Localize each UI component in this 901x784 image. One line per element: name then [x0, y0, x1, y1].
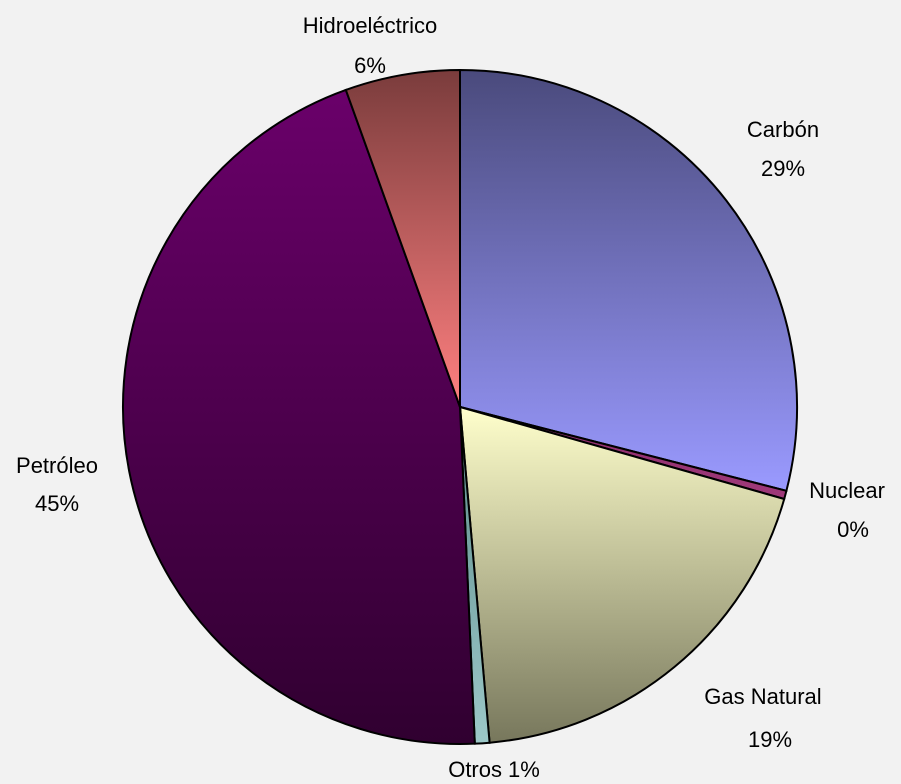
slice-label: Nuclear — [809, 478, 885, 503]
slice-value-label: 0% — [837, 517, 869, 542]
pie-slice — [458, 405, 786, 744]
slice-label: Otros — [448, 757, 502, 782]
slice-label: Hidroeléctrico — [303, 13, 438, 38]
slice-label: Petróleo — [16, 453, 98, 478]
slice-label: Carbón — [747, 117, 819, 142]
slice-value-label: 1% — [508, 757, 540, 782]
slice-value-label: 6% — [354, 53, 386, 78]
pie-slice — [459, 68, 798, 493]
pie — [122, 68, 798, 745]
slice-label-group: Otros 1% — [448, 757, 540, 782]
slice-value-label: 45% — [35, 491, 79, 516]
labels: Carbón 29% Nuclear 0% Gas Natural 19% Otros 1% P… — [16, 13, 885, 782]
pie-slice — [344, 68, 461, 408]
slice-value-label: 19% — [748, 727, 792, 752]
slice-label: Gas Natural — [704, 684, 821, 709]
pie-slice — [122, 88, 476, 745]
slice-value-label: 29% — [761, 156, 805, 181]
